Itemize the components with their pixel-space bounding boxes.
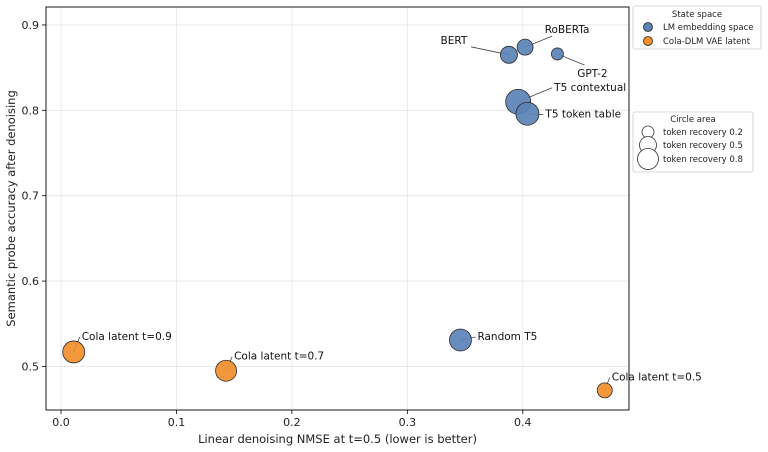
legend-size-marker-large [637, 148, 659, 170]
x-tick-label: 0.4 [514, 416, 532, 429]
point-cola-latent-t-0-9 [62, 340, 86, 364]
legend-cola-label: Cola-DLM VAE latent [663, 37, 751, 47]
grid-lines [46, 7, 629, 410]
label-random-t5: Random T5 [477, 331, 537, 343]
legend-state-space: State space LM embedding space Cola-DLM … [632, 5, 762, 50]
y-tick-label: 0.8 [22, 104, 40, 117]
legend-size-label-small: token recovery 0.2 [663, 128, 743, 138]
annotations: T5 contextual T5 token table Random T5 BERT… [73, 24, 702, 391]
legend-size-label-medium: token recovery 0.5 [663, 141, 743, 151]
point-random-t5 [449, 328, 472, 352]
label-bert: BERT [441, 35, 468, 47]
x-tick-label: 0.1 [168, 416, 186, 429]
point-gpt-2 [551, 47, 564, 61]
label-t5-token-table: T5 token table [544, 109, 621, 121]
label-t5-contextual: T5 contextual [553, 82, 626, 94]
label-cola-latent-t-0-7: Cola latent t=0.7 [234, 351, 324, 363]
point-bert [500, 45, 518, 64]
axis-ticks: 0.0 0.1 0.2 0.3 0.4 0.5 0.6 0.7 0.8 0.9 [22, 19, 532, 429]
legend-size-frame [632, 111, 754, 173]
legend-circle-area: Circle area token recovery 0.2 token rec… [632, 111, 754, 173]
point-cola-latent-t-0-5 [596, 382, 613, 399]
label-roberta: RoBERTa [545, 24, 590, 36]
y-tick-label: 0.9 [22, 19, 40, 32]
legend-size-label-large: token recovery 0.8 [663, 155, 743, 165]
legend-state-title: State space [672, 10, 722, 20]
plot-frame [45, 6, 630, 411]
legend-lm-marker [643, 22, 653, 32]
y-axis-label: Semantic probe accuracy after denoising [4, 90, 18, 327]
legend-size-title: Circle area [670, 115, 716, 125]
point-roberta [516, 38, 534, 56]
legend-lm-label: LM embedding space [663, 23, 753, 33]
y-tick-label: 0.6 [22, 275, 40, 288]
label-cola-latent-t-0-5: Cola latent t=0.5 [612, 371, 702, 383]
data-points [62, 38, 613, 399]
x-axis-label: Linear denoising NMSE at t=0.5 (lower is… [198, 432, 477, 446]
legend-state-frame [632, 5, 762, 50]
x-tick-label: 0.2 [283, 416, 301, 429]
x-tick-label: 0.3 [399, 416, 417, 429]
point-t5-token-table [515, 101, 540, 126]
label-gpt-2: GPT-2 [577, 68, 607, 80]
label-cola-latent-t-0-9: Cola latent t=0.9 [82, 331, 172, 343]
y-tick-label: 0.5 [22, 360, 40, 373]
point-cola-latent-t-0-7 [215, 359, 237, 382]
legend-cola-marker [643, 36, 653, 46]
y-tick-label: 0.7 [22, 190, 40, 203]
x-tick-label: 0.0 [52, 416, 70, 429]
